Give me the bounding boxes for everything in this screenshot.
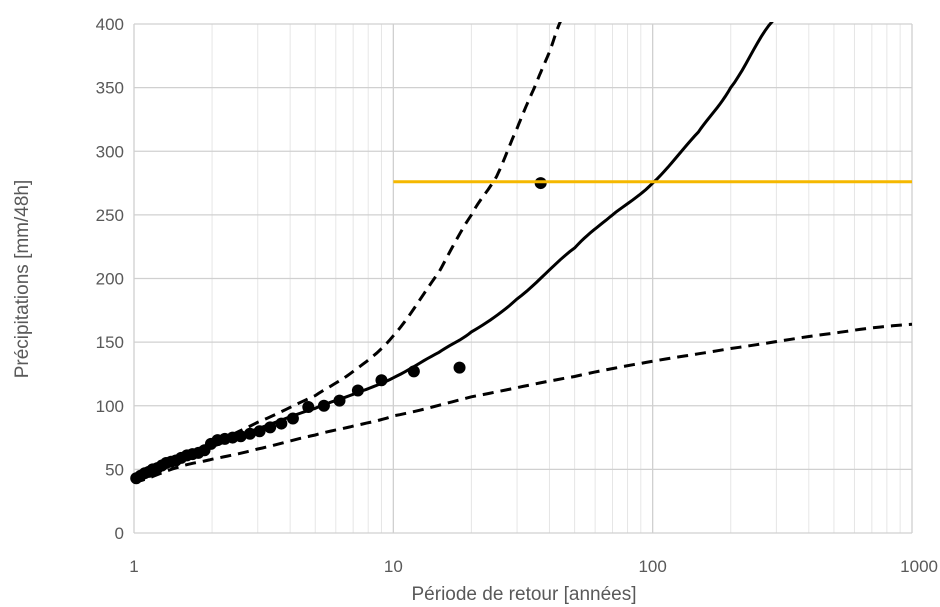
- y-tick-label: 300: [96, 142, 124, 161]
- series-layer: [130, 22, 913, 485]
- x-tick-labels: 1 10 100 1000: [129, 557, 938, 576]
- x-tick-label: 1: [129, 557, 138, 576]
- major-gridlines: [133, 23, 913, 534]
- y-tick-label: 50: [105, 460, 124, 479]
- y-tick-label: 0: [115, 524, 124, 543]
- y-axis-title: Précipitations [mm/48h]: [12, 180, 33, 379]
- data-point: [453, 361, 466, 374]
- x-tick-label: 100: [638, 557, 666, 576]
- x-tick-label: 1000: [900, 557, 938, 576]
- confidence-bound-line: [134, 22, 562, 480]
- y-tick-labels: 0 50 100 150 200 250 300 350 400: [96, 15, 124, 543]
- y-tick-label: 200: [96, 270, 124, 289]
- confidence-bound-line: [134, 322, 913, 484]
- x-tick-label: 10: [384, 557, 403, 576]
- y-tick-label: 150: [96, 333, 124, 352]
- x-axis-title: Période de retour [années]: [412, 584, 637, 605]
- y-tick-label: 350: [96, 79, 124, 98]
- y-tick-label: 100: [96, 397, 124, 416]
- y-tick-label: 250: [96, 206, 124, 225]
- y-tick-label: 400: [96, 15, 124, 34]
- fitted-curve-line: [134, 22, 774, 482]
